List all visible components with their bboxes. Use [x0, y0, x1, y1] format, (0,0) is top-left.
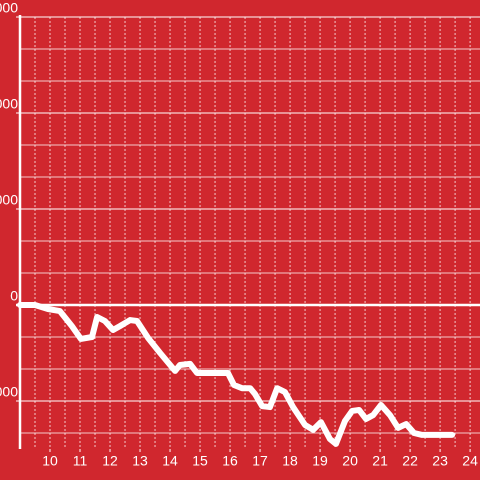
data-line	[17, 302, 456, 447]
y-tick-label: -3,000	[0, 384, 18, 400]
x-tick-label: 15	[192, 453, 208, 469]
x-tick-label: 10	[42, 453, 58, 469]
x-tick-label: 14	[162, 453, 178, 469]
x-tick-label: 16	[222, 453, 238, 469]
x-tick-label: 21	[372, 453, 388, 469]
y-tick-label: 9,000	[0, 0, 18, 16]
x-tick-label: 22	[402, 453, 418, 469]
x-tick-label: 11	[73, 453, 88, 469]
x-tick-label: 20	[342, 453, 358, 469]
x-tick-label: 19	[312, 453, 328, 469]
y-tick-label: 3,000	[0, 192, 18, 208]
y-tick-label: 0	[10, 288, 18, 304]
y-tick-label: 6,000	[0, 96, 18, 112]
x-tick-label: 18	[282, 453, 298, 469]
x-tick-label: 13	[132, 453, 148, 469]
x-tick-label: 24	[462, 453, 478, 469]
x-tick-label: 12	[102, 453, 118, 469]
x-tick-label: 23	[432, 453, 448, 469]
x-tick-label: 17	[252, 453, 268, 469]
